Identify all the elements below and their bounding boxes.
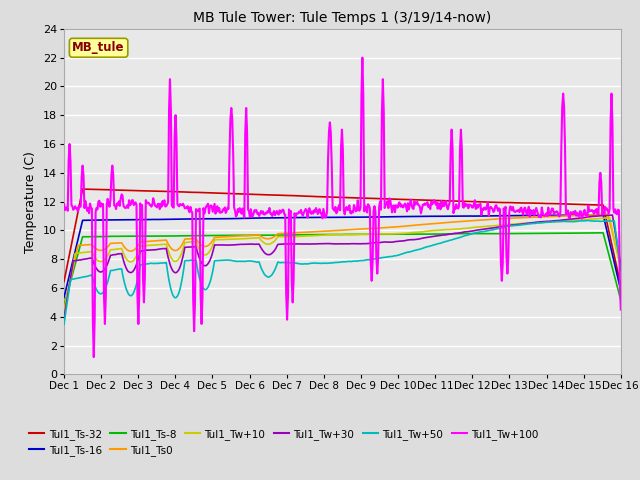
Y-axis label: Temperature (C): Temperature (C) xyxy=(24,151,37,252)
Legend: Tul1_Ts-32, Tul1_Ts-16, Tul1_Ts-8, Tul1_Ts0, Tul1_Tw+10, Tul1_Tw+30, Tul1_Tw+50,: Tul1_Ts-32, Tul1_Ts-16, Tul1_Ts-8, Tul1_… xyxy=(25,424,543,460)
Title: MB Tule Tower: Tule Temps 1 (3/19/14-now): MB Tule Tower: Tule Temps 1 (3/19/14-now… xyxy=(193,11,492,25)
Text: MB_tule: MB_tule xyxy=(72,41,125,54)
